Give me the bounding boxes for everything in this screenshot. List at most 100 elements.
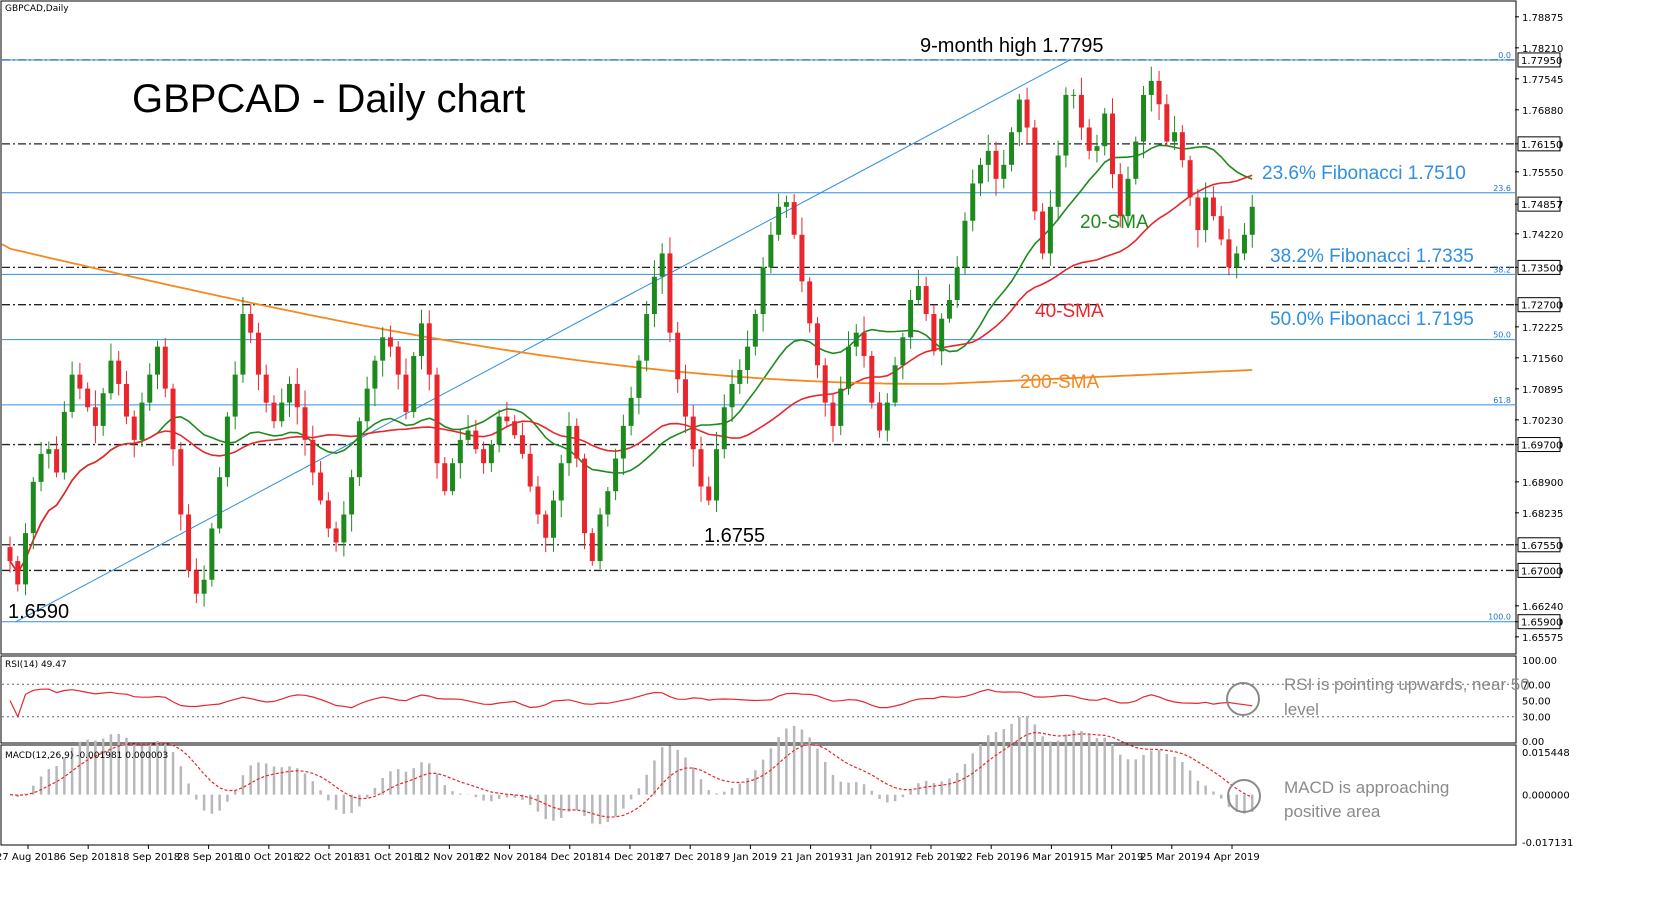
bear-candle [527,453,533,487]
bear-candle [263,374,269,403]
bull-candle [100,393,106,426]
bear-candle [123,383,129,417]
sma40-label: 40-SMA [1035,301,1104,322]
bear-candle [993,150,999,179]
macd-header: MACD(12,26,9) -0.001981 0.000003 [5,751,168,761]
bear-candle [116,360,122,384]
bear-candle [923,286,929,315]
bull-candle [597,514,603,562]
chart-title: GBPCAD - Daily chart [132,77,525,121]
bull-candle [908,300,914,338]
bull-candle [1055,155,1061,207]
date-tick-label: 18 Sep 2018 [117,852,180,863]
price-tick-label: 1.72225 [1522,323,1563,334]
bull-candle [550,500,556,538]
bull-candle [566,425,572,464]
bear-candle [271,402,277,422]
low-annotation: 1.6590 [8,601,69,623]
price-tick-label: 1.75550 [1522,168,1563,179]
macd-tick-label: 0.000000 [1522,791,1570,802]
price-highlight-box [1517,136,1561,152]
fib-label-38-2: 38.2% Fibonacci 1.7335 [1270,246,1474,267]
bull-candle [884,402,890,431]
price-highlight-box [1517,52,1561,68]
bull-candle [155,346,161,375]
bull-candle [1141,94,1147,142]
bull-candle [776,206,782,235]
bear-candle [512,421,518,436]
date-tick-label: 22 Feb 2019 [960,852,1022,863]
bull-candle [372,360,378,389]
sma200-label: 200-SMA [1020,372,1100,393]
macd-signal-line [9,731,1253,818]
bear-candle [1218,216,1224,240]
bull-candle [729,383,735,408]
bear-candle [85,388,91,408]
rsi-tick-label: 70.00 [1522,680,1551,691]
bull-candle [201,579,207,594]
bull-candle [46,449,52,454]
bull-candle [620,425,626,459]
bull-candle [61,411,67,473]
bull-candle [287,383,293,403]
rsi-tick-label: 30.00 [1522,713,1551,724]
bull-candle [1125,178,1131,217]
date-tick-label: 28 Sep 2018 [177,852,240,863]
bull-candle [1172,132,1178,142]
bull-candle [1009,132,1015,165]
bull-candle [411,355,417,412]
bear-candle [667,253,673,333]
bear-candle [1040,211,1046,254]
date-tick-label: 15 Mar 2019 [1080,852,1143,863]
bull-candle [217,477,223,529]
bear-candle [861,332,867,356]
bull-candle [1148,80,1154,95]
bear-candle [1210,197,1216,217]
bear-candle [178,449,184,515]
price-highlight-label: 1.65900 [1521,618,1562,629]
bull-candle [915,286,921,301]
bear-candle [1226,239,1232,268]
bear-candle [1179,132,1185,161]
price-highlight-label: 1.72700 [1521,301,1562,312]
date-tick-label: 4 Apr 2019 [1204,852,1259,863]
bear-candle [822,365,828,403]
bear-candle [698,449,704,487]
bull-candle [628,397,634,426]
bull-candle [450,463,456,492]
price-tick-label: 1.68900 [1522,478,1563,489]
rsi-panel-frame [0,655,1517,744]
macd-note-line1: MACD is approaching [1284,778,1449,797]
bull-candle [349,477,355,515]
bear-candle [193,570,199,594]
bear-candle [543,514,549,538]
bull-candle [721,407,727,450]
bull-candle [364,388,370,422]
bull-candle [768,234,774,268]
bull-candle [962,220,968,268]
bear-candle [473,430,479,450]
bull-candle [558,463,564,501]
bear-candle [1078,94,1084,128]
price-highlight-label: 1.73500 [1521,263,1562,274]
rsi-note-line2: level [1284,700,1319,719]
bear-candle [675,332,681,380]
bull-candle [636,360,642,398]
date-tick-label: 10 Oct 2018 [238,852,300,863]
fib-trendline [15,59,1071,623]
price-highlight-label: 1.76150 [1521,140,1562,151]
bull-candle [139,402,145,440]
price-tick-label: 1.68235 [1522,509,1563,520]
price-highlight-box [1517,196,1561,212]
price-tick-label: 1.66240 [1522,602,1563,613]
rsi-tick-label: 50.00 [1522,697,1551,708]
bear-candle [302,407,308,440]
macd-panel-frame [0,744,1517,846]
bull-candle [760,267,766,315]
bear-candle [830,402,836,426]
fib-label-50-0: 50.0% Fibonacci 1.7195 [1270,309,1474,330]
price-tick-label: 1.76880 [1522,106,1563,117]
bull-candle [613,458,619,492]
bear-candle [333,528,339,543]
